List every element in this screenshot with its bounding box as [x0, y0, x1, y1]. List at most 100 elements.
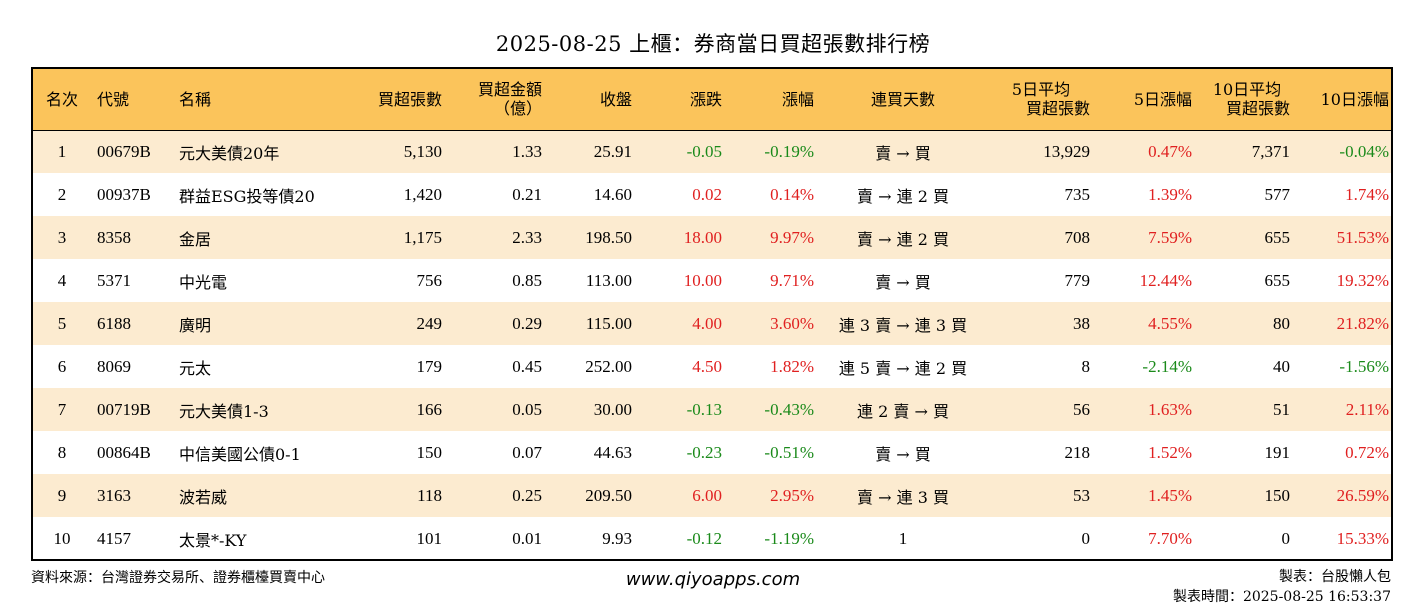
cell-change-pct: -0.19%	[764, 141, 814, 161]
cell-rank: 1	[57, 141, 67, 161]
cell-amount: 0.85	[512, 270, 542, 290]
cell-avg10: 655	[1264, 227, 1291, 247]
cell-change-pct: 9.71%	[770, 270, 814, 290]
cell-pct10: -0.04%	[1339, 141, 1389, 161]
website-link[interactable]: www.qiyoapps.com	[625, 569, 801, 590]
cell-rank: 7	[57, 399, 67, 419]
cell-code: 00864B	[97, 442, 151, 462]
cell-rank: 2	[57, 184, 67, 204]
cell-name: 波若威	[179, 487, 228, 507]
cell-lots: 101	[416, 528, 443, 548]
cell-code: 3163	[97, 485, 131, 505]
header-avg5-line2: 買超張數	[1025, 99, 1090, 119]
cell-avg10: 51	[1273, 399, 1290, 419]
cell-pct5: 1.45%	[1148, 485, 1192, 505]
cell-lots: 118	[417, 485, 442, 505]
cell-change-pct: -1.19%	[764, 528, 814, 548]
cell-close: 25.91	[593, 141, 632, 161]
cell-lots: 166	[416, 399, 443, 419]
cell-pct5: 1.52%	[1148, 442, 1192, 462]
cell-change-pct: -0.51%	[764, 442, 814, 462]
cell-name: 元太	[179, 358, 212, 378]
cell-avg5: 56	[1073, 399, 1090, 419]
header-rank: 名次	[33, 69, 91, 131]
cell-rank: 9	[57, 485, 67, 505]
cell-amount: 0.29	[512, 313, 542, 333]
cell-pct5: 12.44%	[1139, 270, 1192, 290]
cell-avg10: 7,371	[1251, 141, 1290, 161]
header-net-buy-amount: 買超金額 （億）	[448, 69, 548, 131]
cell-pct10: 15.33%	[1336, 528, 1389, 548]
table-row: 4 5371 中光電 756 0.85 113.00 10.00 9.71% 賣…	[33, 259, 1391, 302]
table-row: 9 3163 波若威 118 0.25 209.50 6.00 2.95% 賣 …	[33, 474, 1391, 517]
cell-close: 198.50	[585, 227, 632, 247]
cell-pct10: 1.74%	[1345, 184, 1389, 204]
cell-avg5: 779	[1064, 270, 1091, 290]
header-consecutive-days: 連買天數	[820, 69, 986, 131]
cell-avg10: 577	[1264, 184, 1291, 204]
cell-lots: 1,175	[403, 227, 442, 247]
cell-avg5: 708	[1064, 227, 1091, 247]
cell-close: 115.00	[585, 313, 632, 333]
cell-name: 中光電	[179, 272, 228, 292]
header-code: 代號	[91, 69, 173, 131]
cell-avg5: 735	[1064, 184, 1091, 204]
maker-info: 製表：台股懶人包 製表時間：2025-08-25 16:53:37	[1173, 567, 1391, 607]
cell-rank: 4	[57, 270, 67, 290]
cell-avg5: 0	[1081, 528, 1091, 548]
ranking-table-container: 名次 代號 名稱 買超張數 買超金額 （億） 收盤 漲跌 漲幅 連買天數 5日平均…	[31, 67, 1393, 561]
cell-code: 00679B	[97, 141, 151, 161]
cell-avg5: 218	[1064, 442, 1091, 462]
header-avg10-line1: 10日平均	[1212, 80, 1282, 100]
maker-label: 製表：台股懶人包	[1279, 569, 1391, 585]
cell-close: 9.93	[602, 528, 632, 548]
cell-change-pct: 0.14%	[770, 184, 814, 204]
header-pct5: 5日漲幅	[1096, 69, 1198, 131]
cell-name: 元大美債1-3	[179, 401, 269, 421]
cell-code: 8069	[97, 356, 131, 376]
cell-amount: 1.33	[512, 141, 542, 161]
cell-change: -0.05	[686, 141, 722, 161]
cell-pct5: 0.47%	[1148, 141, 1192, 161]
cell-amount: 0.05	[512, 399, 542, 419]
header-avg5-line1: 5日平均	[1011, 80, 1071, 100]
cell-pct5: 1.63%	[1148, 399, 1192, 419]
cell-days: 1	[898, 528, 908, 548]
header-avg5: 5日平均 買超張數	[986, 69, 1096, 131]
cell-change-pct: 2.95%	[770, 485, 814, 505]
table-row: 2 00937B 群益ESG投等債20 1,420 0.21 14.60 0.0…	[33, 173, 1391, 216]
cell-days: 賣 → 買	[875, 444, 931, 464]
cell-avg10: 40	[1273, 356, 1290, 376]
cell-code: 00937B	[97, 184, 151, 204]
cell-avg10: 191	[1264, 442, 1291, 462]
cell-code: 4157	[97, 528, 131, 548]
cell-name: 太景*-KY	[179, 530, 247, 550]
page-title: 2025-08-25 上櫃：券商當日買超張數排行榜	[495, 32, 931, 56]
cell-pct10: 51.53%	[1336, 227, 1389, 247]
cell-code: 6188	[97, 313, 131, 333]
cell-amount: 2.33	[512, 227, 542, 247]
cell-close: 113.00	[585, 270, 632, 290]
cell-pct5: 4.55%	[1148, 313, 1192, 333]
cell-amount: 0.01	[512, 528, 542, 548]
cell-days: 連 2 賣 → 買	[857, 401, 949, 421]
cell-avg5: 13,929	[1043, 141, 1090, 161]
header-net-buy-amount-line2: （億）	[493, 99, 542, 119]
cell-close: 14.60	[593, 184, 632, 204]
cell-lots: 179	[416, 356, 443, 376]
cell-avg5: 8	[1081, 356, 1091, 376]
header-net-buy-amount-line1: 買超金額	[477, 80, 542, 100]
cell-days: 連 3 賣 → 連 3 買	[838, 315, 968, 335]
table-row: 1 00679B 元大美債20年 5,130 1.33 25.91 -0.05 …	[33, 130, 1391, 173]
cell-rank: 10	[53, 528, 71, 548]
cell-rank: 8	[57, 442, 67, 462]
cell-change-pct: -0.43%	[764, 399, 814, 419]
header-net-buy-lots: 買超張數	[348, 69, 448, 131]
cell-code: 8358	[97, 227, 131, 247]
header-pct10: 10日漲幅	[1296, 69, 1391, 131]
cell-pct10: 2.11%	[1345, 399, 1389, 419]
data-source-note: 資料來源：台灣證券交易所、證券櫃檯買賣中心	[31, 570, 325, 586]
cell-change: 4.00	[692, 313, 722, 333]
cell-days: 賣 → 買	[875, 272, 931, 292]
header-close: 收盤	[548, 69, 638, 131]
